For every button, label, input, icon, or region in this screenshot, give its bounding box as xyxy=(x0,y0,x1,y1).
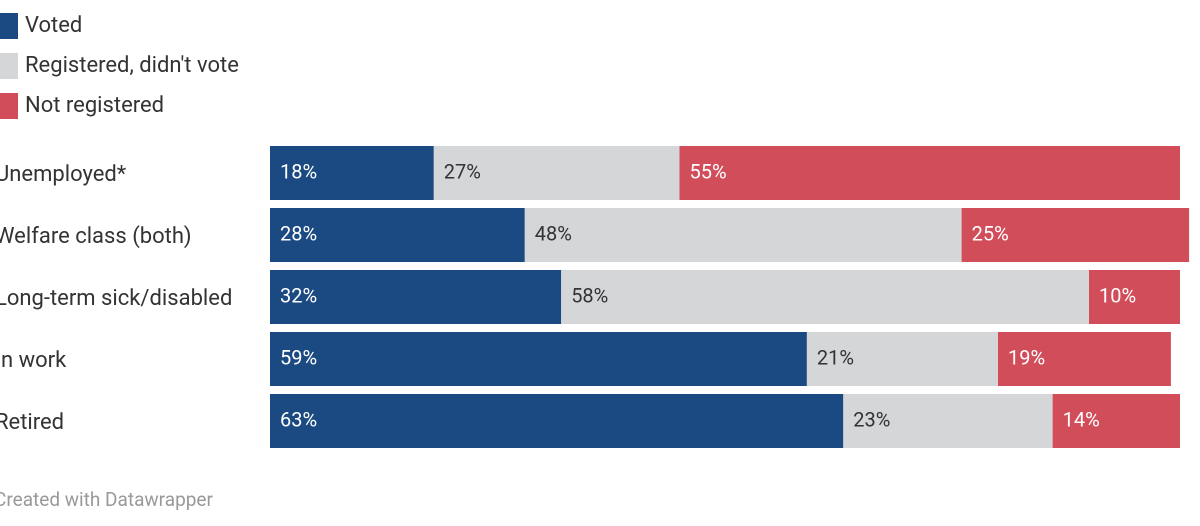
bar-segment xyxy=(1089,270,1180,324)
bar-segment xyxy=(433,146,680,200)
value-label: 59% xyxy=(280,345,317,369)
legend-swatch xyxy=(0,13,18,39)
legend-swatch xyxy=(0,93,18,119)
bar-segment xyxy=(270,332,807,386)
bar-segment xyxy=(270,208,525,262)
bar-segment xyxy=(524,208,962,262)
bar-segment xyxy=(679,146,1180,200)
bar-segment xyxy=(270,146,434,200)
value-label: 10% xyxy=(1099,283,1136,307)
legend-label: Registered, didn't vote xyxy=(25,53,239,78)
value-label: 25% xyxy=(972,221,1009,245)
bar-segment xyxy=(1052,394,1180,448)
legend-label: Not registered xyxy=(25,93,164,118)
bar-segment xyxy=(961,208,1190,262)
value-label: 32% xyxy=(280,283,317,307)
value-label: 63% xyxy=(280,407,317,431)
value-label: 58% xyxy=(571,283,608,307)
category-label: Welfare class (both) xyxy=(0,224,192,249)
category-label: In work xyxy=(0,348,67,373)
value-label: 14% xyxy=(1063,407,1100,431)
value-label: 18% xyxy=(280,159,317,183)
bar-segment xyxy=(998,332,1171,386)
credit: Created with Datawrapper xyxy=(0,488,213,511)
bar-segment xyxy=(561,270,1089,324)
value-label: 28% xyxy=(280,221,317,245)
legend-swatch xyxy=(0,53,18,79)
bar-segment xyxy=(270,270,562,324)
value-label: 55% xyxy=(690,159,727,183)
value-label: 19% xyxy=(1008,345,1045,369)
value-label: 48% xyxy=(535,221,572,245)
legend-label: Voted xyxy=(25,13,82,38)
bar-segment xyxy=(843,394,1053,448)
category-label: Unemployed* xyxy=(0,162,127,187)
category-label: Long-term sick/disabled xyxy=(0,286,232,311)
category-label: Retired xyxy=(0,410,64,435)
value-label: 21% xyxy=(817,345,854,369)
bar-segment xyxy=(806,332,998,386)
bar-segment xyxy=(270,394,844,448)
value-label: 23% xyxy=(853,407,890,431)
value-label: 27% xyxy=(444,159,481,183)
